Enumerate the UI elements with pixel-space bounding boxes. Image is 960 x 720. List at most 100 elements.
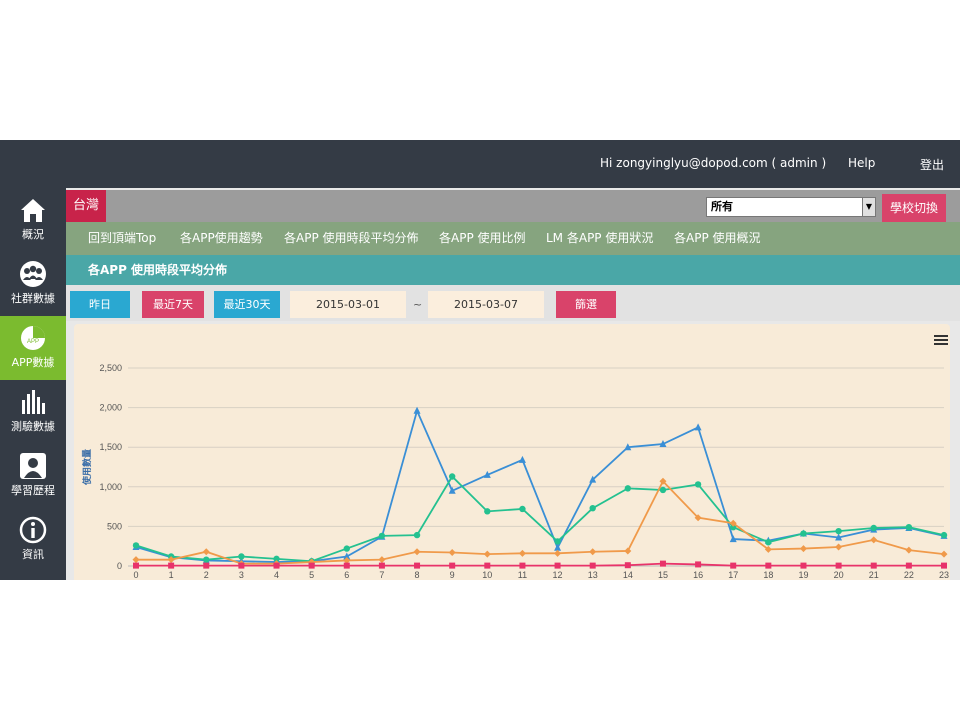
- sidebar-item-app-data[interactable]: APP APP數據: [0, 316, 66, 380]
- home-icon: [21, 199, 45, 222]
- data-point: [589, 475, 597, 483]
- x-tick-label: 2: [204, 570, 209, 580]
- x-tick-label: 23: [939, 570, 949, 580]
- info-icon: [19, 516, 47, 544]
- series-line: [135, 408, 945, 563]
- x-tick-label: 7: [379, 570, 384, 580]
- help-link[interactable]: Help: [848, 156, 876, 170]
- tab-app-trend[interactable]: 各APP使用趨勢: [180, 231, 263, 245]
- section-tabs: 回到頂端Top 各APP使用趨勢 各APP 使用時段平均分佈 各APP 使用比例…: [66, 222, 960, 255]
- data-point: [624, 485, 632, 492]
- data-point: [518, 455, 526, 463]
- last-30-days-button[interactable]: 最近30天: [214, 291, 280, 318]
- start-date-field[interactable]: 2015-03-01: [290, 291, 406, 318]
- data-point: [800, 530, 807, 537]
- data-point: [168, 562, 175, 569]
- data-point: [554, 538, 561, 545]
- data-point: [343, 545, 350, 552]
- x-tick-label: 16: [693, 570, 703, 580]
- app-window: Hi zongyinglyu@dopod.com ( admin ) Help …: [0, 140, 960, 580]
- tab-usage-ratio[interactable]: 各APP 使用比例: [439, 231, 526, 245]
- data-point: [730, 562, 737, 569]
- data-point: [554, 549, 562, 557]
- sidebar-item-learning[interactable]: 學習歷程: [0, 444, 66, 508]
- x-tick-label: 17: [728, 570, 738, 580]
- tab-time-distribution[interactable]: 各APP 使用時段平均分佈: [284, 231, 419, 245]
- data-point: [414, 562, 421, 569]
- filter-bar: 昨日 最近7天 最近30天 2015-03-01 ~ 2015-03-07 篩選: [66, 285, 960, 321]
- main-content: 台灣 所有 ▼ 學校切換 回到頂端Top 各APP使用趨勢 各APP 使用時段平…: [66, 188, 960, 580]
- data-point: [203, 556, 210, 563]
- data-point: [448, 473, 456, 480]
- data-point: [589, 548, 597, 556]
- tab-lm-status[interactable]: LM 各APP 使用狀況: [546, 231, 654, 245]
- region-name: 台灣: [66, 190, 106, 222]
- x-tick-label: 14: [623, 570, 633, 580]
- data-point: [695, 561, 702, 568]
- data-point: [203, 562, 210, 569]
- data-point: [941, 562, 947, 569]
- sidebar-item-info[interactable]: 資訊: [0, 508, 66, 572]
- filter-submit-button[interactable]: 篩選: [556, 291, 616, 318]
- y-tick-label: 2,000: [99, 403, 122, 413]
- data-point: [202, 548, 210, 556]
- tab-usage-overview[interactable]: 各APP 使用概況: [674, 231, 761, 245]
- data-point: [659, 560, 666, 567]
- person-icon: [20, 453, 46, 479]
- data-point: [483, 550, 491, 558]
- data-point: [273, 555, 280, 563]
- data-point: [449, 562, 456, 569]
- app-badge: APP: [27, 339, 39, 345]
- sidebar-item-label: 社群數據: [11, 292, 55, 305]
- y-tick-label: 1,000: [99, 482, 122, 492]
- data-point: [765, 562, 772, 569]
- menu-icon[interactable]: [934, 334, 948, 346]
- end-date-field[interactable]: 2015-03-07: [428, 291, 544, 318]
- yesterday-button[interactable]: 昨日: [70, 291, 130, 318]
- top-bar: Hi zongyinglyu@dopod.com ( admin ) Help …: [0, 140, 960, 188]
- group-icon: [20, 261, 46, 287]
- chevron-down-icon[interactable]: ▼: [862, 198, 875, 216]
- data-point: [940, 550, 948, 558]
- tab-back-to-top[interactable]: 回到頂端Top: [88, 231, 157, 245]
- data-point: [905, 546, 913, 554]
- data-point: [800, 562, 807, 569]
- x-tick-label: 22: [904, 570, 914, 580]
- data-point: [765, 539, 772, 546]
- data-point: [378, 562, 385, 569]
- data-point: [624, 443, 632, 451]
- school-switch-button[interactable]: 學校切換: [882, 194, 946, 222]
- data-point: [519, 562, 526, 569]
- data-point: [238, 553, 245, 560]
- x-tick-label: 4: [274, 570, 279, 580]
- sidebar: 概況 社群數據 APP APP數據 測驗數據: [0, 188, 66, 580]
- last-7-days-button[interactable]: 最近7天: [142, 291, 204, 318]
- x-tick-label: 21: [869, 570, 879, 580]
- data-point: [132, 556, 140, 564]
- data-point: [448, 549, 456, 557]
- data-point: [659, 477, 667, 485]
- user-greeting[interactable]: Hi zongyinglyu@dopod.com ( admin ): [600, 156, 827, 170]
- x-tick-label: 1: [169, 570, 174, 580]
- data-point: [659, 486, 667, 494]
- sidebar-item-label: 概況: [22, 228, 44, 241]
- data-point: [589, 562, 596, 569]
- data-point: [378, 556, 386, 564]
- sidebar-item-quiz[interactable]: 測驗數據: [0, 380, 66, 444]
- sidebar-item-label: 資訊: [22, 548, 44, 561]
- logout-link[interactable]: 登出: [920, 158, 945, 172]
- data-point: [870, 562, 877, 569]
- app-pie-icon: APP: [21, 326, 45, 350]
- data-point: [519, 505, 526, 513]
- data-point: [905, 523, 913, 531]
- data-point: [133, 562, 139, 569]
- x-tick-label: 6: [344, 570, 349, 580]
- data-point: [730, 523, 737, 531]
- data-point: [940, 531, 948, 539]
- school-select[interactable]: 所有 ▼: [706, 197, 876, 217]
- sidebar-item-social[interactable]: 社群數據: [0, 252, 66, 316]
- sidebar-item-overview[interactable]: 概況: [0, 188, 66, 252]
- data-point: [835, 533, 843, 541]
- x-tick-label: 13: [588, 570, 598, 580]
- x-tick-label: 10: [482, 570, 492, 580]
